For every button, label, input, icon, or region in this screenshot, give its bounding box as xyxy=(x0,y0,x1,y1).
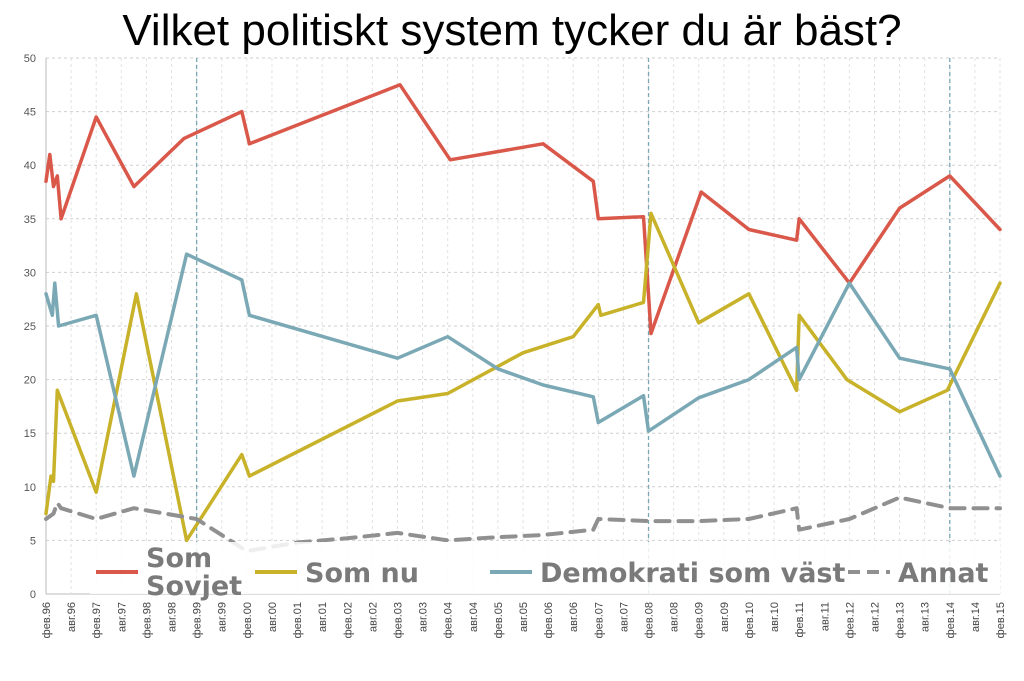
legend-background xyxy=(90,542,1000,594)
x-tick-label: фев.06 xyxy=(543,602,555,638)
y-tick-label: 5 xyxy=(30,535,36,547)
x-tick-label: авг.99 xyxy=(217,602,229,632)
x-tick-label: фев.01 xyxy=(292,602,304,638)
x-tick-label: фев.02 xyxy=(342,602,354,638)
y-tick-label: 45 xyxy=(24,107,36,119)
x-tick-label: авг.09 xyxy=(719,602,731,632)
x-tick-label: авг.01 xyxy=(317,602,329,632)
x-tick-label: авг.10 xyxy=(769,602,781,632)
x-tick-label: фев.11 xyxy=(794,602,806,638)
x-tick-label: авг.11 xyxy=(819,602,831,631)
y-tick-label: 10 xyxy=(24,482,36,494)
grid xyxy=(45,57,1001,595)
x-axis-ticks: фев.96 авг.96 фев.97 авг.97 фев.98 авг.98 фев.… xyxy=(41,602,1007,638)
x-tick-label: фев.00 xyxy=(242,602,254,638)
x-tick-label: фев.08 xyxy=(644,602,656,638)
series-line-2 xyxy=(44,252,1002,478)
x-tick-label: авг.13 xyxy=(920,602,932,632)
x-tick-label: авг.98 xyxy=(167,602,179,632)
y-tick-label: 15 xyxy=(24,428,36,440)
legend-label-3: Annat xyxy=(898,558,989,589)
y-tick-label: 20 xyxy=(24,375,36,387)
x-tick-label: фев.03 xyxy=(392,602,404,638)
x-tick-label: авг.00 xyxy=(267,602,279,632)
x-tick-label: фев.13 xyxy=(895,602,907,638)
y-tick-label: 40 xyxy=(24,160,36,172)
y-tick-label: 0 xyxy=(30,589,36,601)
x-tick-label: фев.04 xyxy=(443,602,455,638)
x-tick-label: фев.99 xyxy=(192,602,204,638)
y-axis-ticks: 0 5 10 15 20 25 30 35 40 45 50 xyxy=(24,53,36,601)
y-tick-label: 50 xyxy=(24,53,36,65)
vertical-markers xyxy=(195,58,951,594)
series-line-1 xyxy=(44,211,1002,543)
x-tick-label: фев.14 xyxy=(945,602,957,638)
x-tick-label: авг.08 xyxy=(669,602,681,632)
series-line-0 xyxy=(44,83,1002,336)
legend-label-2: Demokrati som väst xyxy=(540,558,846,589)
x-tick-label: фев.96 xyxy=(41,602,53,638)
x-tick-label: фев.07 xyxy=(593,602,605,638)
x-tick-label: авг.04 xyxy=(468,602,480,632)
x-tick-label: фев.05 xyxy=(493,602,505,638)
chart-title: Vilket politiskt system tycker du är bäs… xyxy=(122,6,902,55)
legend: Som Sovjet Som nu Demokrati som väst Annat xyxy=(90,542,1000,602)
x-tick-label: авг.06 xyxy=(568,602,580,632)
x-tick-label: фев.15 xyxy=(995,602,1007,638)
series-lines xyxy=(44,83,1002,554)
legend-label-0: Som Sovjet xyxy=(146,543,242,602)
legend-label-1: Som nu xyxy=(305,558,419,589)
x-tick-label: авг.97 xyxy=(116,602,128,632)
x-tick-label: авг.03 xyxy=(418,602,430,632)
x-tick-label: авг.07 xyxy=(618,602,630,632)
x-tick-label: авг.14 xyxy=(970,602,982,632)
series-line-3 xyxy=(44,495,1002,554)
y-tick-label: 30 xyxy=(24,267,36,279)
x-tick-label: фев.12 xyxy=(844,602,856,638)
x-tick-label: авг.96 xyxy=(66,602,78,632)
x-tick-label: фев.10 xyxy=(744,602,756,638)
x-tick-label: фев.97 xyxy=(91,602,103,638)
x-tick-label: авг.12 xyxy=(869,602,881,632)
x-tick-label: фев.98 xyxy=(141,602,153,638)
x-tick-label: авг.05 xyxy=(518,602,530,632)
y-tick-label: 35 xyxy=(24,214,36,226)
y-tick-label: 25 xyxy=(24,321,36,333)
x-tick-label: авг.02 xyxy=(367,602,379,632)
x-tick-label: фев.09 xyxy=(694,602,706,638)
